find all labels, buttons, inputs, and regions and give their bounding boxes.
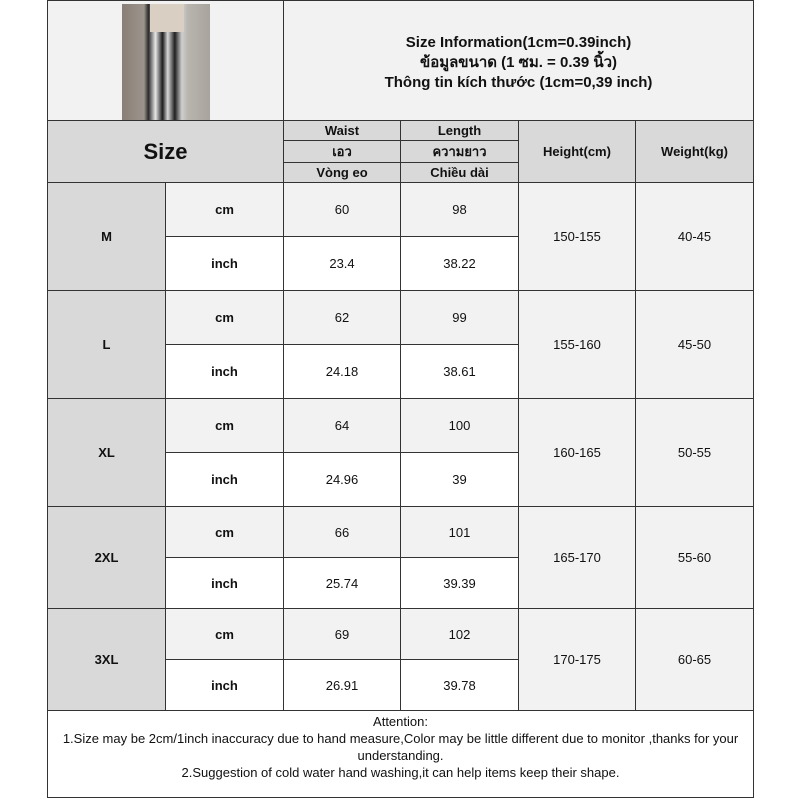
table-row-cm: 3XL cm 69 102 170-175 60-65 — [47, 608, 755, 711]
height-range: 170-175 — [518, 608, 636, 711]
unit-label-cm: cm — [165, 182, 284, 237]
height-range: 160-165 — [518, 398, 636, 507]
waist-inch-value: 23.4 — [283, 236, 401, 291]
waist-header-vi: Vòng eo — [283, 162, 401, 183]
table-row-inch: inch 25.74 39.39 — [48, 557, 754, 609]
waist-cm-value: 66 — [283, 506, 401, 558]
waist-header-en: Waist — [283, 120, 401, 141]
unit-label-inch: inch — [165, 236, 284, 291]
weight-header: Weight(kg) — [634, 120, 755, 183]
table-row-inch: inch 23.4 38.22 — [48, 236, 754, 291]
height-range: 150-155 — [518, 182, 636, 291]
table-row-inch: inch 24.96 39 — [48, 452, 754, 507]
length-header-vi: Chiều dài — [400, 162, 519, 183]
weight-range: 55-60 — [634, 506, 755, 609]
length-cm-value: 101 — [400, 506, 519, 558]
table-row-cm: XL cm 64 100 160-165 50-55 — [47, 398, 755, 507]
title-cell: Size Information(1cm=0.39inch) ข้อมูลขนา… — [282, 0, 755, 121]
unit-label-cm: cm — [165, 506, 284, 558]
title-vietnamese: Thông tin kích thước (1cm=0,39 inch) — [384, 73, 653, 91]
unit-label-cm: cm — [165, 608, 284, 660]
waist-inch-value: 24.18 — [283, 344, 401, 399]
length-header-th: ความยาว — [400, 140, 519, 163]
size-label: 2XL — [47, 506, 166, 609]
weight-range: 40-45 — [634, 182, 755, 291]
size-label: L — [47, 290, 166, 399]
waist-cm-value: 60 — [283, 182, 401, 237]
length-inch-value: 39.39 — [400, 557, 519, 609]
table-row-inch: inch 24.18 38.61 — [48, 344, 754, 399]
attention-notes: Attention: 1.Size may be 2cm/1inch inaccu… — [46, 710, 755, 798]
size-label: 3XL — [47, 608, 166, 711]
unit-label-inch: inch — [165, 344, 284, 399]
unit-label-inch: inch — [165, 557, 284, 609]
title-thai: ข้อมูลขนาด (1 ซม. = 0.39 นิ้ว) — [419, 53, 618, 71]
height-range: 165-170 — [518, 506, 636, 609]
notes-row: Attention: 1.Size may be 2cm/1inch inaccu… — [46, 710, 755, 798]
waist-inch-value: 26.91 — [283, 659, 401, 711]
size-label: XL — [47, 398, 166, 507]
title-english: Size Information(1cm=0.39inch) — [405, 33, 632, 51]
table-row-cm: 2XL cm 66 101 165-170 55-60 — [47, 506, 755, 609]
waist-header-th: เอว — [283, 140, 401, 163]
waist-cm-value: 62 — [283, 290, 401, 345]
length-inch-value: 39 — [400, 452, 519, 507]
height-range: 155-160 — [518, 290, 636, 399]
note-heading: Attention: — [373, 714, 428, 729]
length-cm-value: 100 — [400, 398, 519, 453]
note-line2: 2.Suggestion of cold water hand washing,… — [181, 765, 620, 780]
waist-inch-value: 24.96 — [283, 452, 401, 507]
weight-range: 60-65 — [634, 608, 755, 711]
unit-label-inch: inch — [165, 452, 284, 507]
length-cm-value: 102 — [400, 608, 519, 660]
size-header: Size — [47, 120, 284, 183]
table-row-inch: inch 26.91 39.78 — [48, 659, 754, 711]
length-cm-value: 98 — [400, 182, 519, 237]
length-inch-value: 38.22 — [400, 236, 519, 291]
length-inch-value: 38.61 — [400, 344, 519, 399]
waist-cm-value: 69 — [283, 608, 401, 660]
note-line1: 1.Size may be 2cm/1inch inaccuracy due t… — [62, 731, 739, 763]
size-chart-table: Size Information(1cm=0.39inch) ข้อมูลขนา… — [46, 0, 755, 798]
weight-range: 45-50 — [634, 290, 755, 399]
weight-range: 50-55 — [634, 398, 755, 507]
waist-inch-value: 25.74 — [283, 557, 401, 609]
height-header: Height(cm) — [518, 120, 636, 183]
size-label: M — [47, 182, 166, 291]
length-inch-value: 39.78 — [400, 659, 519, 711]
product-photo — [121, 3, 210, 120]
unit-label-cm: cm — [165, 398, 284, 453]
waist-cm-value: 64 — [283, 398, 401, 453]
product-image-cell — [47, 0, 284, 121]
length-header-en: Length — [400, 120, 519, 141]
unit-label-inch: inch — [165, 659, 284, 711]
length-cm-value: 99 — [400, 290, 519, 345]
unit-label-cm: cm — [165, 290, 284, 345]
